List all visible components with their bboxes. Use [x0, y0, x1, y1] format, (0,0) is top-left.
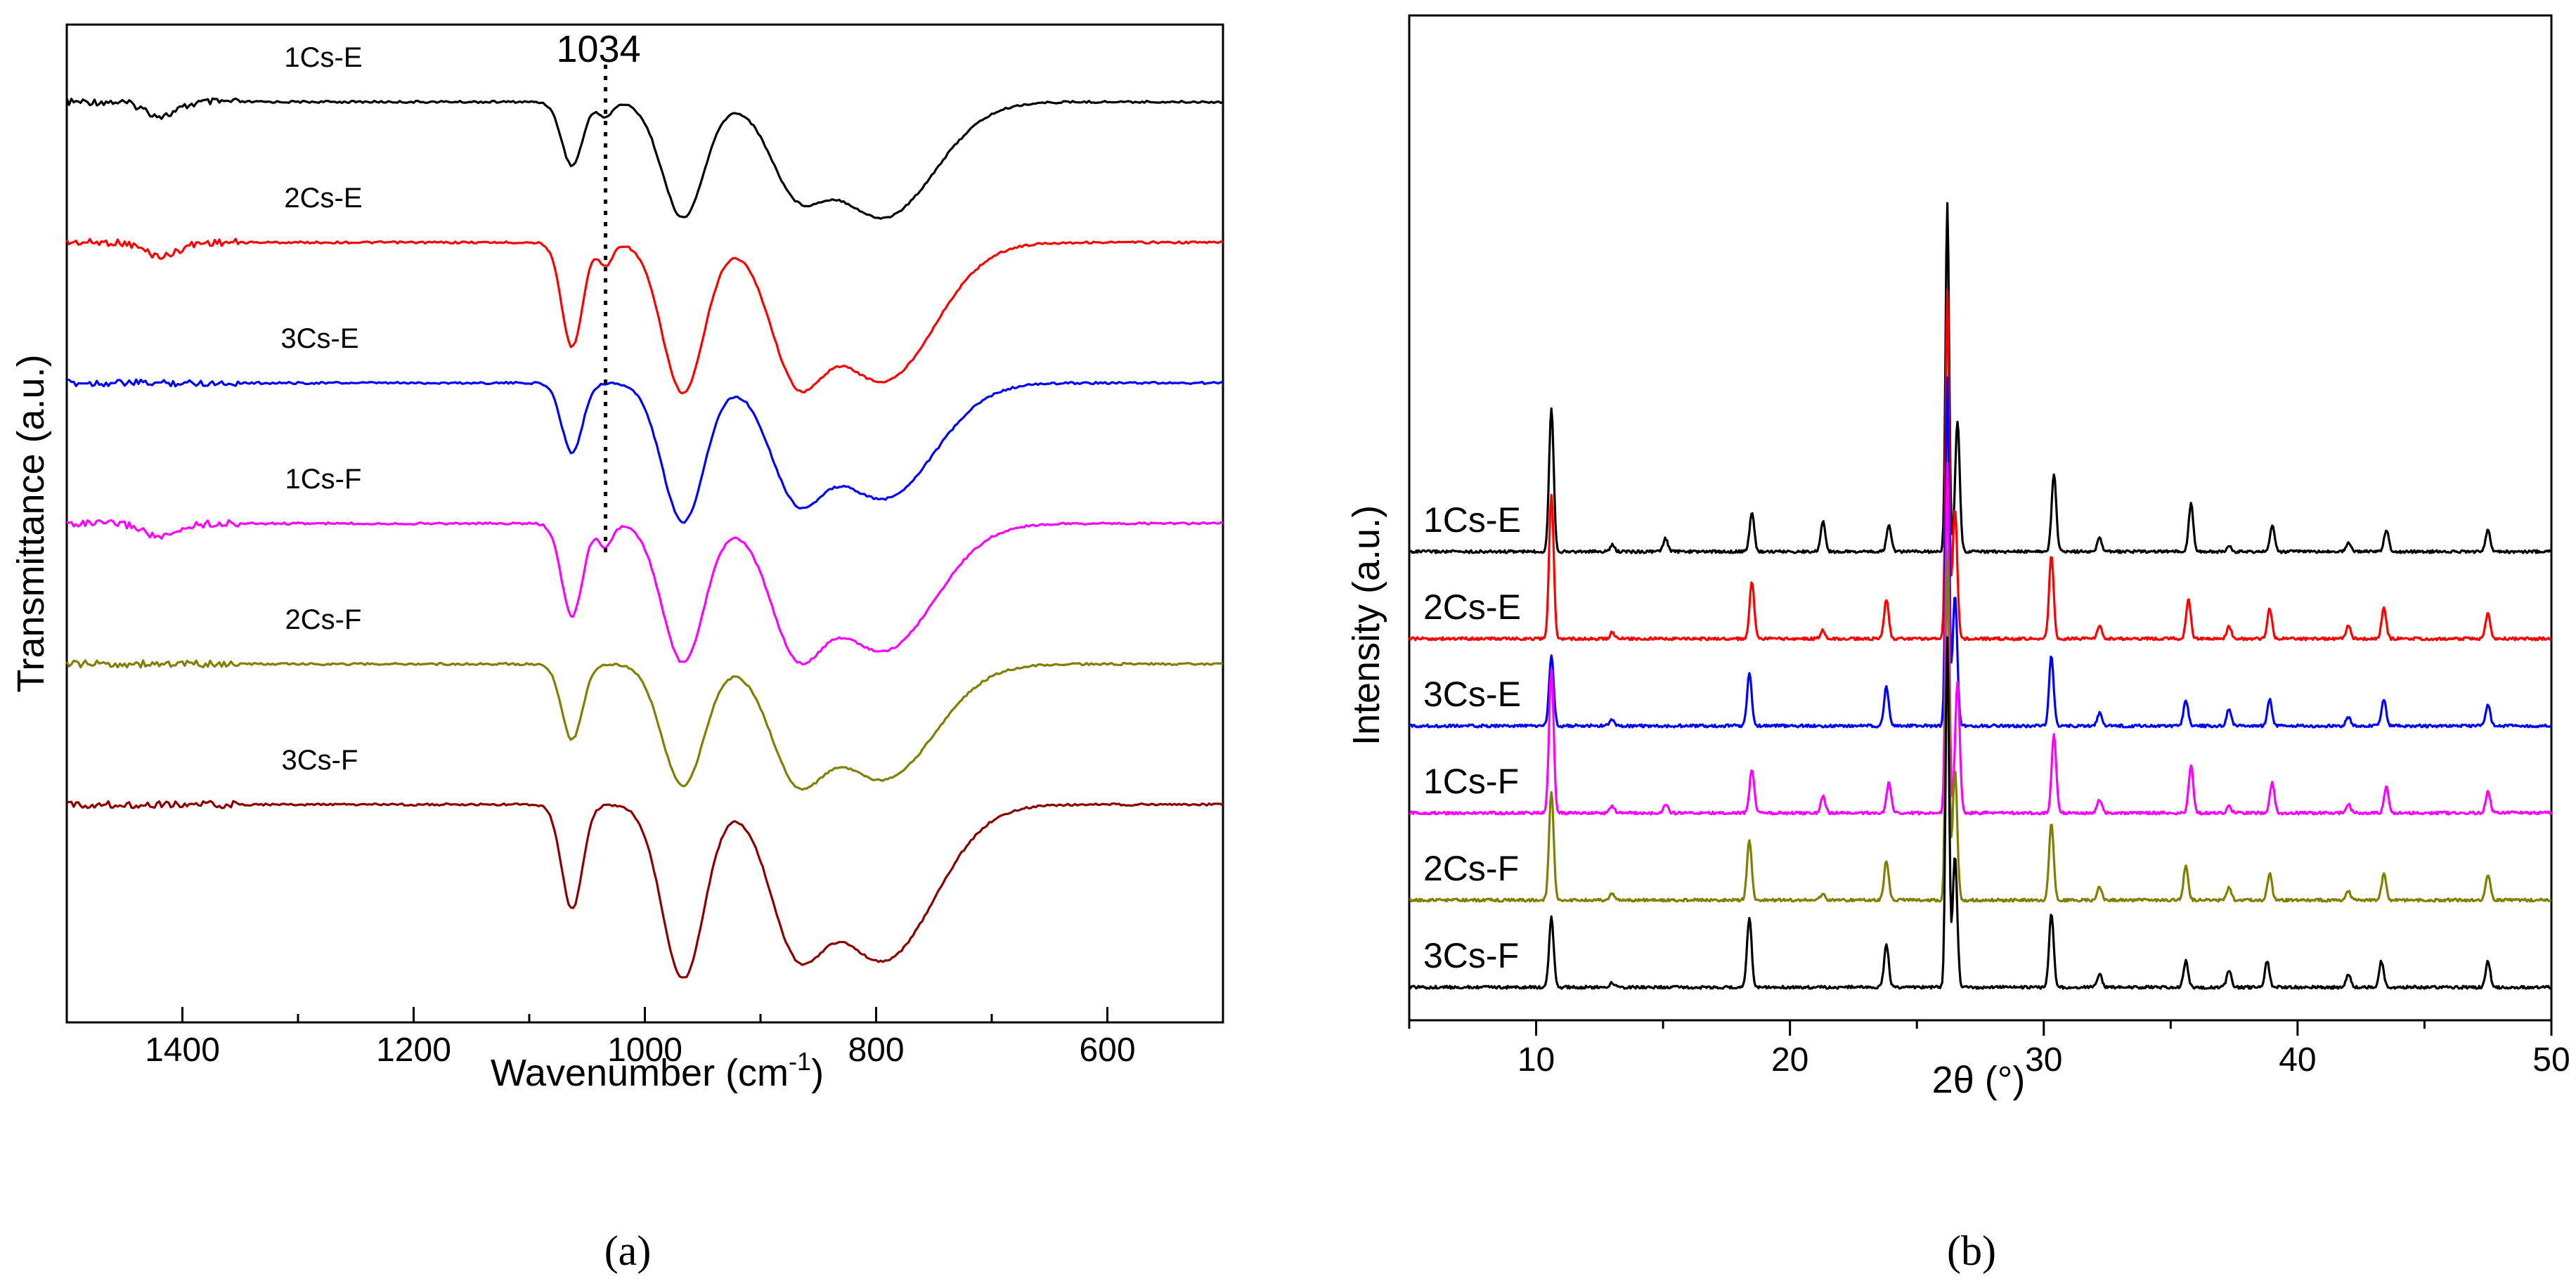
- ftir-spectrum-1Cs-E: [65, 97, 1224, 220]
- panel-a-xlabel-main: Wavenumber (cm: [491, 1052, 789, 1094]
- panel-b-tick-label-20: 20: [1771, 1041, 1808, 1079]
- panel-a-tick-label-600: 600: [1079, 1032, 1135, 1069]
- panel-a-x-ticks: 1400 1200 1000 800 600: [65, 1007, 1224, 1069]
- panel-b-x-ticks: 10 20 30 40 50: [1408, 1020, 2570, 1079]
- xrd-series-label-3Cs-F: 3Cs-F: [1423, 936, 1519, 975]
- ftir-series-label-3Cs-F: 3Cs-F: [282, 745, 358, 776]
- panel-b-tick-label-40: 40: [2279, 1041, 2316, 1079]
- panel-b-plot-frame: [1408, 14, 2553, 1022]
- xrd-series-label-2Cs-E: 2Cs-E: [1423, 587, 1521, 627]
- panel-a-caption: (a): [604, 1228, 652, 1274]
- ftir-spectrum-1Cs-F: [66, 519, 1224, 665]
- panel-b-series-group: 1Cs-E 2Cs-E 3Cs-E 1Cs-F 2Cs-F 3Cs-F: [1408, 202, 2553, 990]
- panel-b-xrd: 1Cs-E 2Cs-E 3Cs-E 1Cs-F 2Cs-F 3Cs-F 10 20 30 40 5…: [1345, 14, 2570, 1274]
- panel-b-tick-label-50: 50: [2532, 1041, 2570, 1079]
- panel-a-xlabel-close: ): [811, 1052, 824, 1094]
- xrd-pattern-2Cs-E: [1408, 290, 2552, 642]
- panel-b-tick-label-30: 30: [2025, 1041, 2062, 1079]
- ftir-spectrum-3Cs-E: [66, 378, 1224, 524]
- panel-a-tick-label-1000: 1000: [607, 1032, 682, 1069]
- panel-a-tick-label-1200: 1200: [376, 1032, 451, 1069]
- panel-b-y-axis-label: Intensity (a.u.): [1345, 505, 1387, 746]
- xrd-series-label-3Cs-E: 3Cs-E: [1423, 675, 1521, 714]
- annotation-1034-label: 1034: [556, 28, 640, 70]
- panel-b-caption: (b): [1947, 1228, 1996, 1274]
- panel-a-series-group: 1Cs-E 2Cs-E 3Cs-E 1Cs-F 2Cs-F 3Cs-F: [65, 42, 1224, 979]
- ftir-series-label-1Cs-F: 1Cs-F: [285, 464, 362, 495]
- ftir-series-label-2Cs-F: 2Cs-F: [285, 604, 362, 635]
- xrd-pattern-2Cs-F: [1409, 549, 2552, 903]
- xrd-series-label-1Cs-E: 1Cs-E: [1423, 500, 1521, 540]
- xrd-pattern-1Cs-F: [1409, 462, 2553, 816]
- ftir-series-label-3Cs-E: 3Cs-E: [280, 323, 358, 354]
- ftir-spectrum-2Cs-E: [65, 238, 1224, 395]
- panel-a-tick-label-1400: 1400: [145, 1032, 220, 1069]
- panel-a-xlabel-superscript: -1: [789, 1047, 811, 1076]
- xrd-series-label-2Cs-F: 2Cs-F: [1423, 849, 1519, 888]
- xrd-pattern-3Cs-E: [1409, 376, 2552, 729]
- panel-b-tick-label-10: 10: [1517, 1041, 1555, 1079]
- ftir-spectrum-2Cs-F: [65, 659, 1224, 791]
- ftir-series-label-1Cs-E: 1Cs-E: [284, 42, 362, 73]
- panel-b-x-axis-label: 2θ (°): [1932, 1059, 2026, 1101]
- panel-a-tick-label-800: 800: [848, 1032, 904, 1069]
- panel-a-x-axis-label: Wavenumber (cm-1): [491, 1047, 824, 1094]
- xrd-series-label-1Cs-F: 1Cs-F: [1423, 762, 1519, 801]
- xrd-pattern-3Cs-F: [1408, 636, 2552, 990]
- panel-a-y-axis-label: Transmittance (a.u.): [10, 354, 52, 692]
- ftir-series-label-2Cs-E: 2Cs-E: [284, 183, 362, 214]
- xrd-pattern-1Cs-E: [1409, 202, 2552, 554]
- ftir-spectrum-3Cs-F: [66, 800, 1224, 979]
